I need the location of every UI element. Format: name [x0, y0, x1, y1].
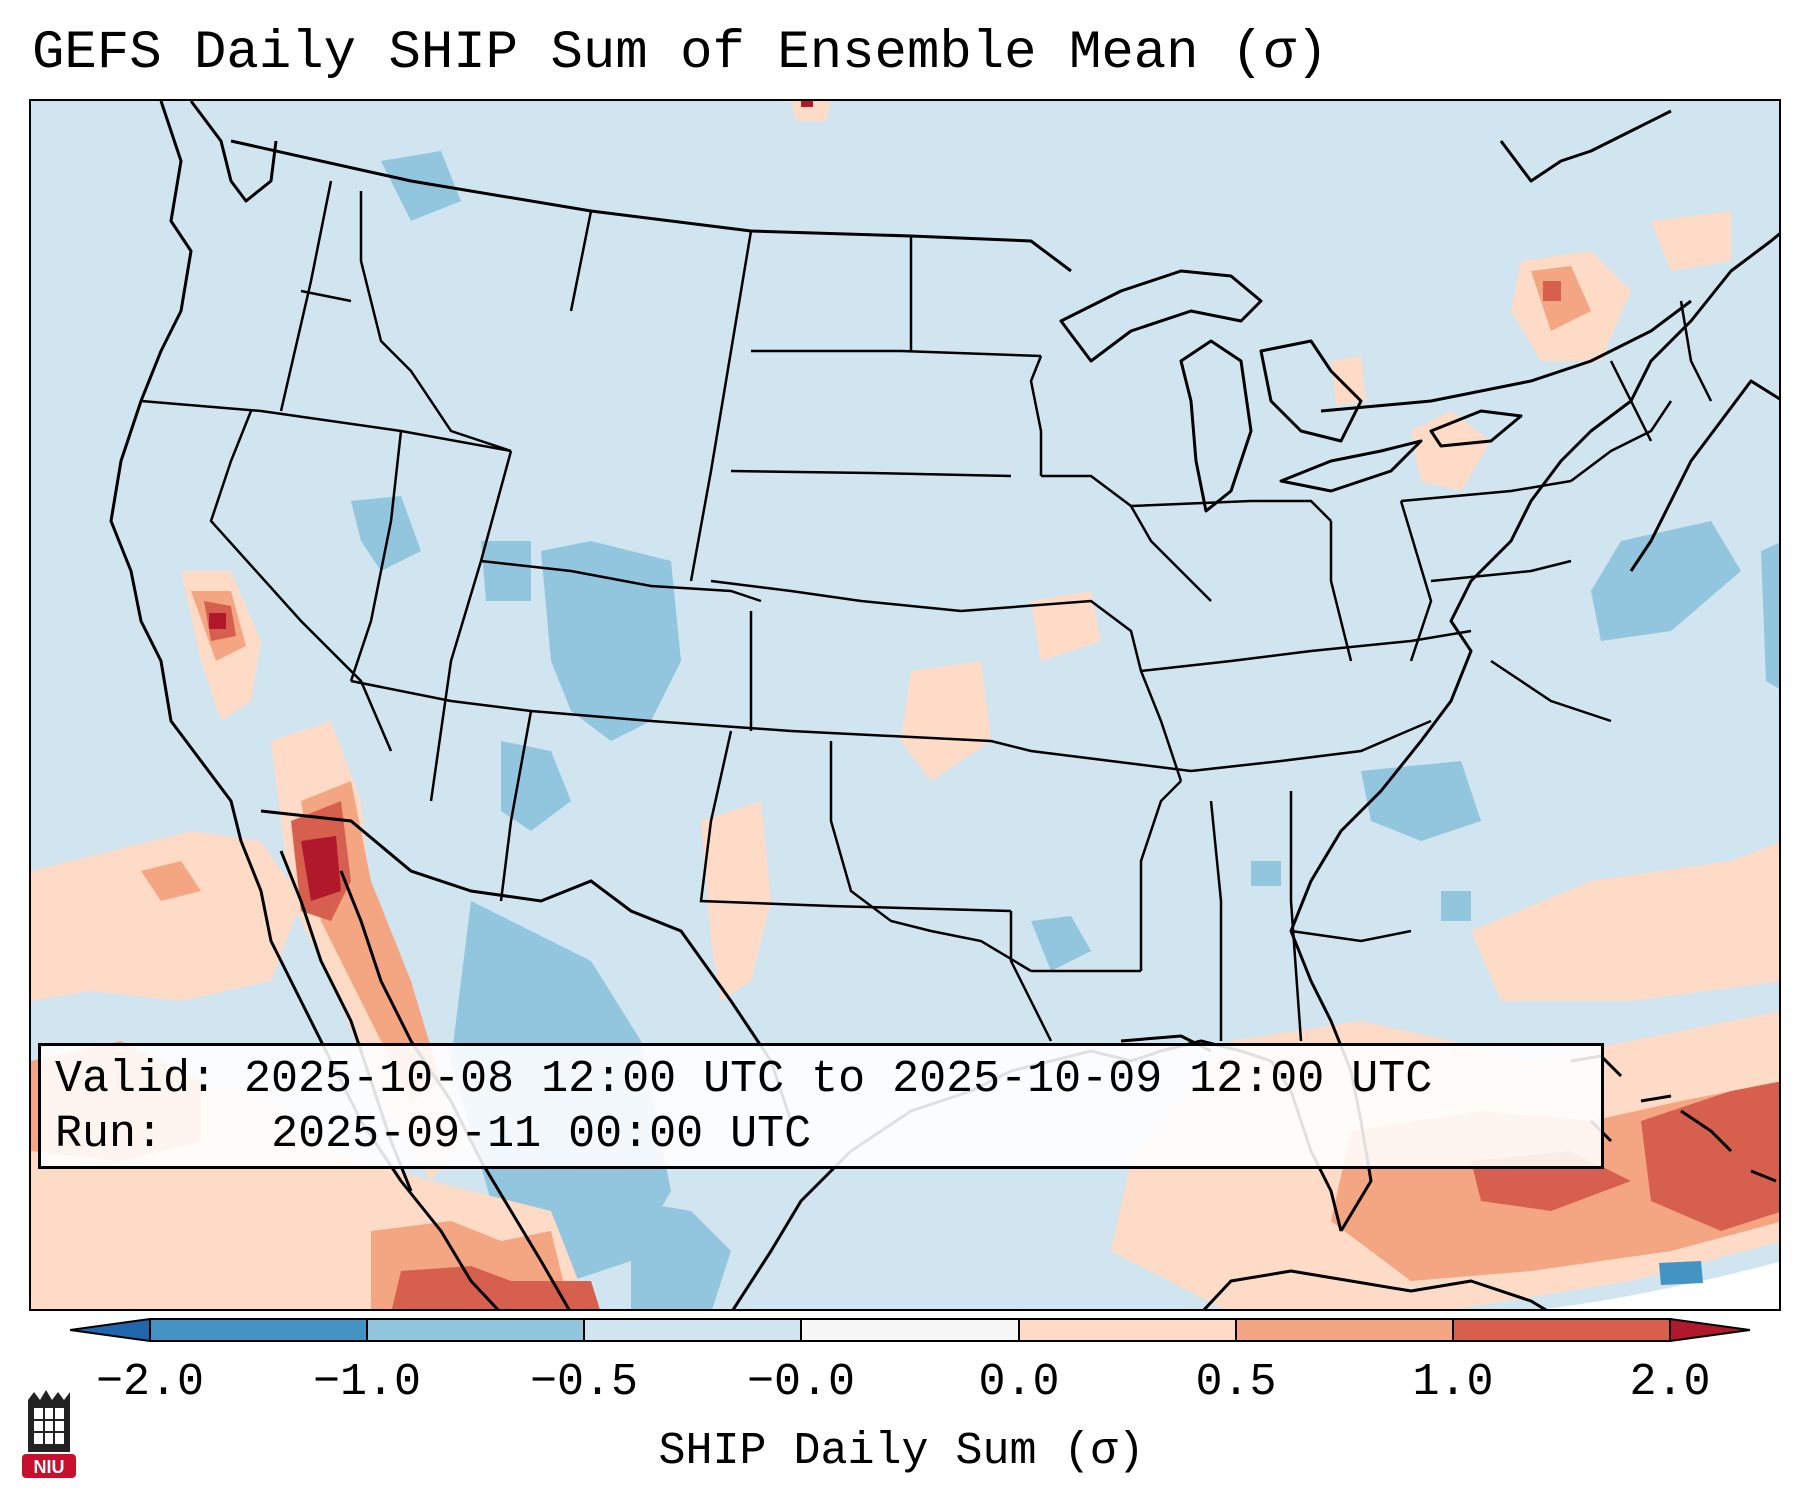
colorbar-bin: [584, 1319, 802, 1341]
dark-blue-patch: [1659, 1261, 1703, 1285]
run-time: 2025-09-11 00:00 UTC: [271, 1109, 812, 1160]
colorbar-bin: [1018, 1319, 1237, 1341]
colorbar: [70, 1318, 1750, 1342]
colorbar-ticks: [149, 1319, 1671, 1342]
colorbar-tick-label: −0.0: [746, 1357, 856, 1408]
colorbar-bin: [150, 1319, 368, 1341]
niu-logo-icon: NIU: [22, 1390, 76, 1478]
valid-label: Valid:: [55, 1054, 218, 1105]
colorbar-bin: [1452, 1319, 1671, 1341]
off-projection-corner-right: [1545, 1262, 1779, 1309]
valid-time: 2025-10-08 12:00 UTC to 2025-10-09 12:00…: [244, 1054, 1433, 1105]
colorbar-tick-label: −1.0: [312, 1357, 422, 1408]
colorbar-label: SHIP Daily Sum (σ): [658, 1426, 1145, 1477]
colorbar-tick-label: −0.5: [529, 1357, 639, 1408]
colorbar-bin: [801, 1319, 1020, 1341]
colorbar-bin: [1235, 1319, 1454, 1341]
colorbar-extend-over: [1670, 1319, 1750, 1341]
colorbar-tick-label: −2.0: [95, 1357, 205, 1408]
state-borders: [140, 180, 1713, 1042]
colorbar-tick-label: 1.0: [1412, 1357, 1494, 1408]
country-borders: [230, 139, 1692, 1122]
valid-run-info-box: Valid: 2025-10-08 12:00 UTC to 2025-10-0…: [38, 1043, 1604, 1169]
colorbar-tick-label: 0.0: [978, 1357, 1060, 1408]
colorbar-extend-under: [70, 1319, 150, 1341]
colorbar-bin: [367, 1319, 585, 1341]
run-label: Run:: [55, 1109, 164, 1160]
colorbar-tick-label: 2.0: [1629, 1357, 1711, 1408]
great-lakes: [1059, 269, 1523, 513]
map-title: GEFS Daily SHIP Sum of Ensemble Mean (σ): [32, 23, 1329, 84]
negative-anomaly-patches: [351, 151, 1779, 1309]
niu-logo-text: NIU: [34, 1457, 65, 1477]
colorbar-segments: [70, 1319, 1750, 1341]
colorbar-tick-label: 0.5: [1195, 1357, 1277, 1408]
